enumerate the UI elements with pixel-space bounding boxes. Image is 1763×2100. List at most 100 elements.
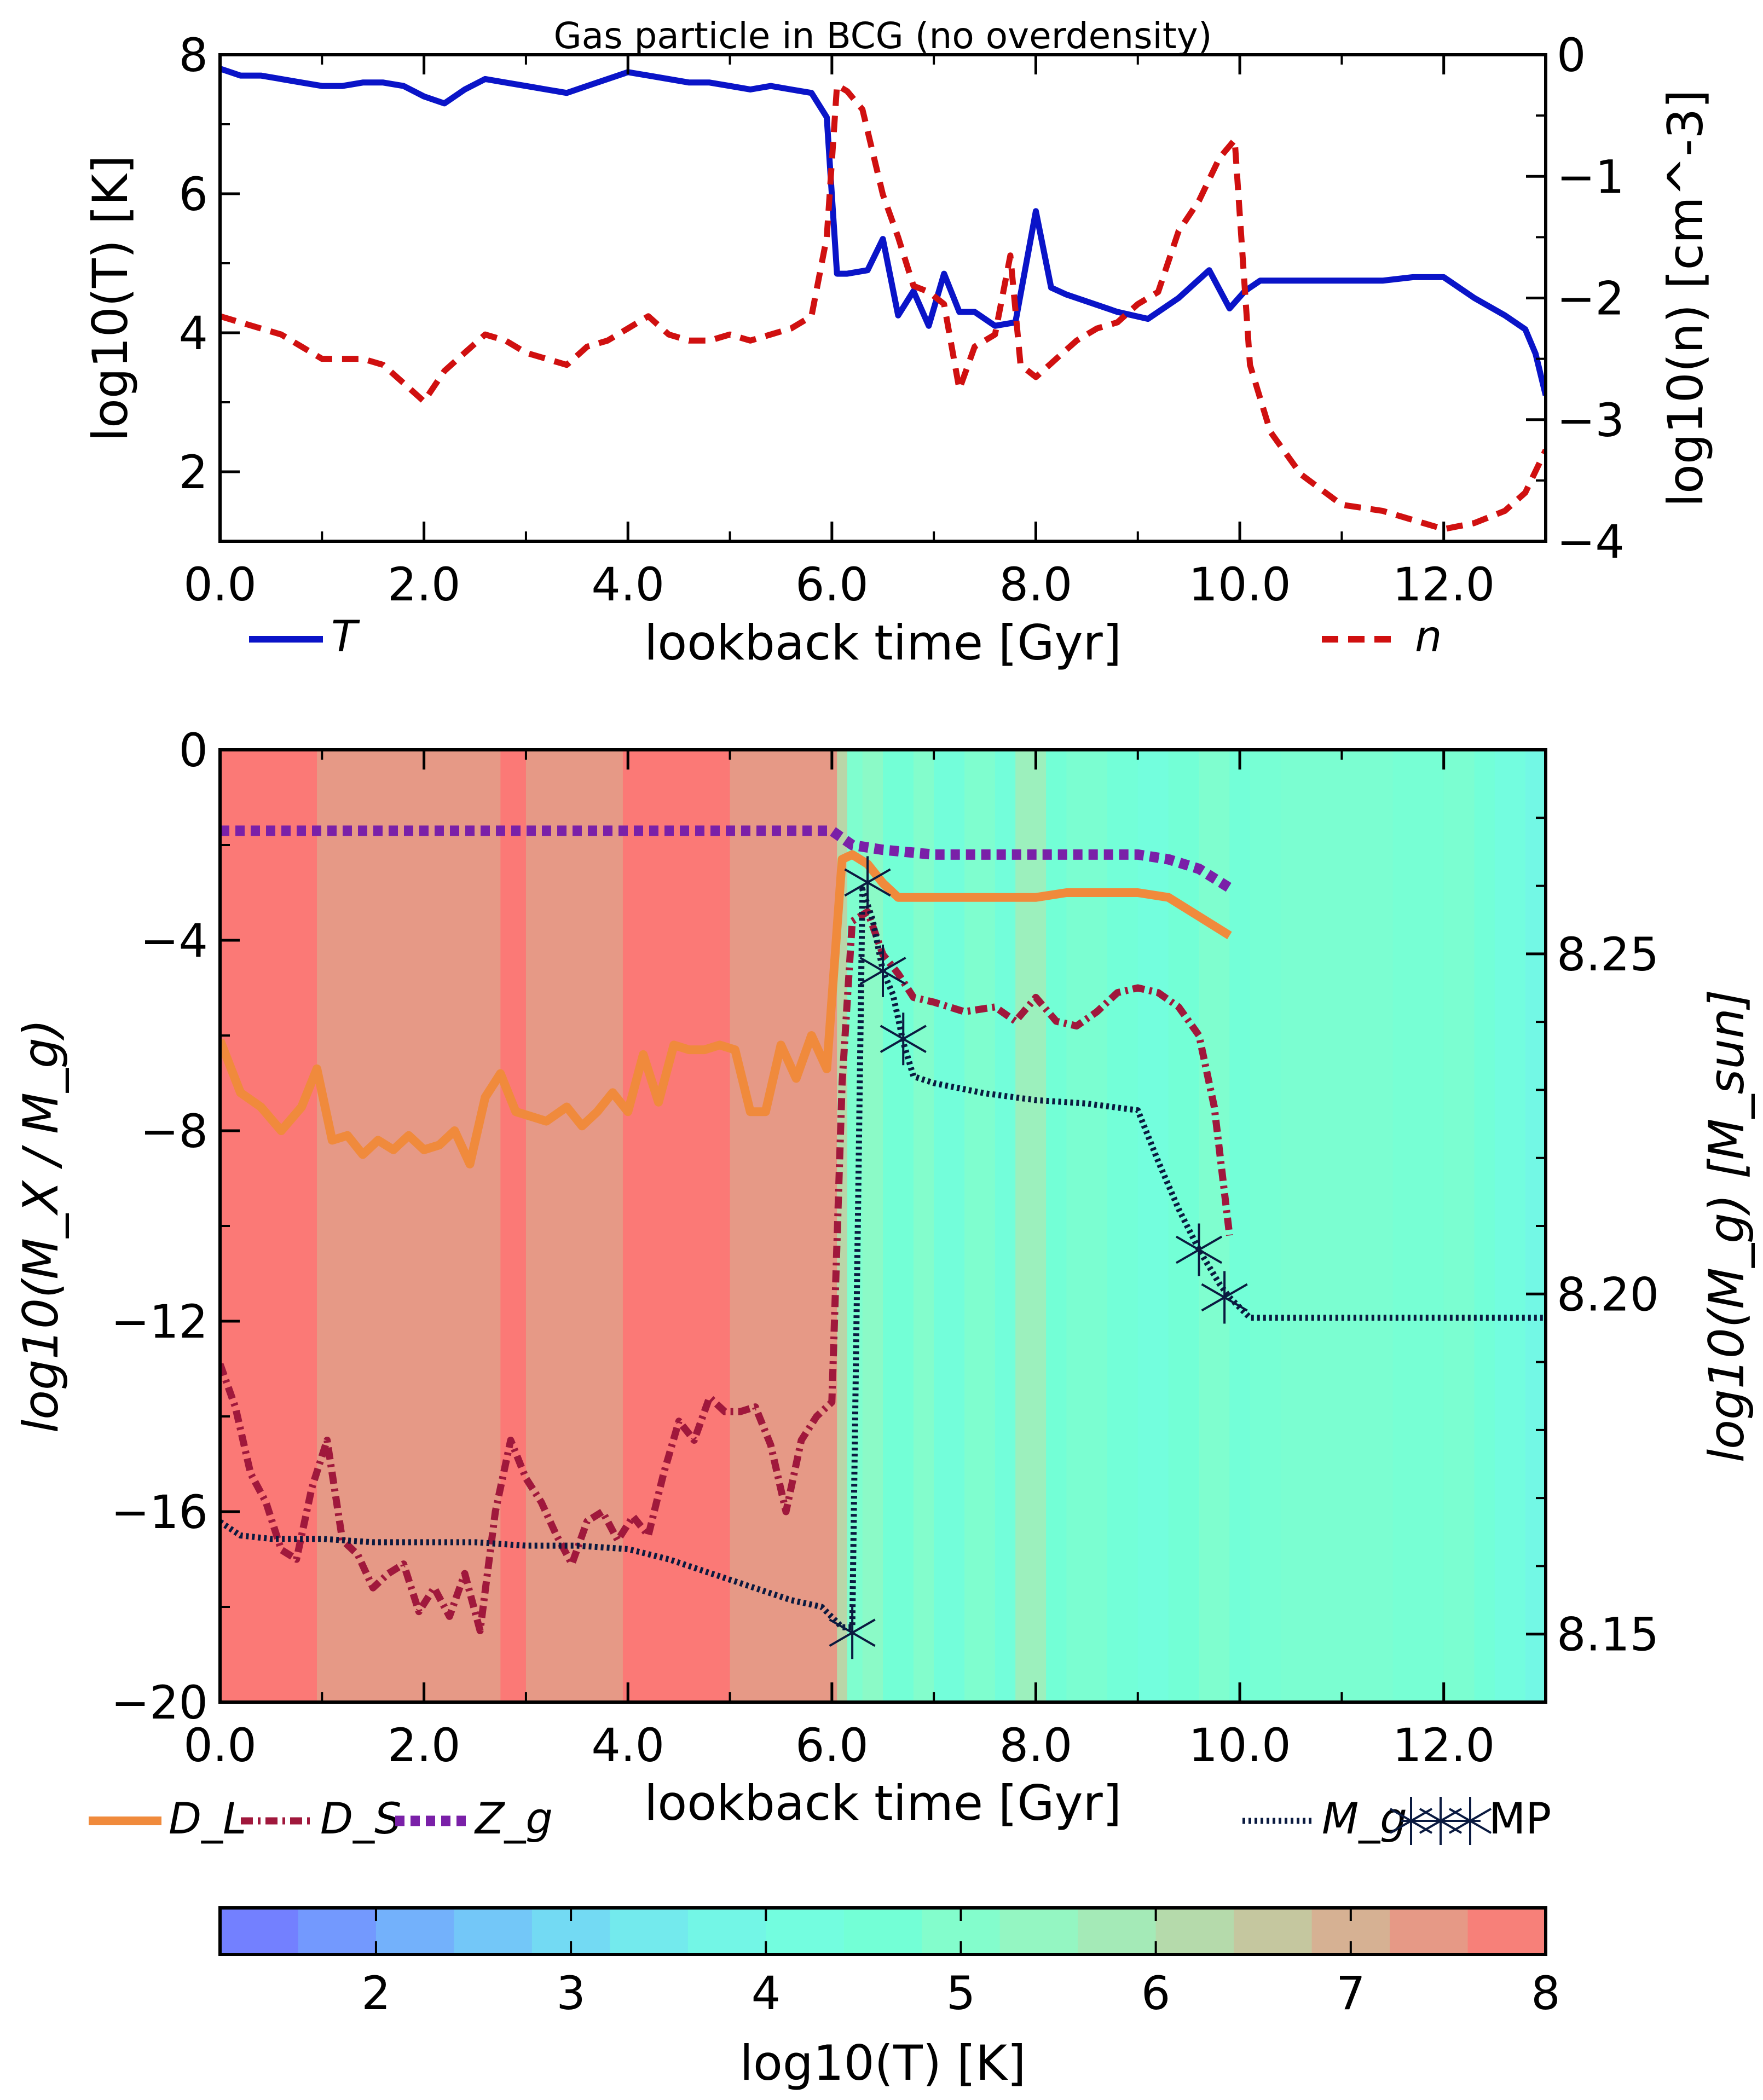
- bottom-left-y-tick-label: −20: [111, 1676, 208, 1729]
- colorbar-frame: [218, 1906, 1547, 1956]
- top-left-y-tick-label: 4: [179, 306, 208, 360]
- top-left-y-tick-label: 2: [179, 446, 208, 499]
- legend-DL-label: D_L: [169, 1795, 247, 1844]
- MP-marker: [844, 856, 891, 909]
- colorbar-tick-label: 4: [752, 1966, 781, 2020]
- top-right-y-tick-label: −4: [1557, 515, 1625, 569]
- temperature-band: [500, 750, 527, 1702]
- bottom-x-tick-label: 6.0: [795, 1719, 869, 1772]
- colorbar-cell: [1467, 1908, 1546, 1954]
- colorbar-cell: [1078, 1908, 1157, 1954]
- top-legend: T n: [249, 612, 1442, 662]
- bottom-x-tick-label: 10.0: [1189, 1719, 1291, 1772]
- top-right-y-tick-label: −3: [1557, 394, 1625, 447]
- series-D_S-line: [220, 908, 1233, 1634]
- colorbar-tick-label: 3: [556, 1966, 585, 2020]
- legend-Zg-label: Z_g: [474, 1795, 553, 1844]
- MP-marker: [859, 944, 906, 997]
- temperature-band: [1494, 750, 1526, 1702]
- colorbar-tick-label: 5: [946, 1966, 975, 2020]
- bottom-panel: 0.0 2.0 4.0 6.0 8.0 10.0 12.0 −20 −16 −12 −8 −4 0 8.1…: [13, 724, 1755, 1845]
- colorbar-cell: [766, 1908, 845, 1954]
- series-M_g-line: [220, 886, 1546, 1630]
- temperature-band: [934, 750, 965, 1702]
- temperature-band: [316, 750, 501, 1702]
- series-n-line: [220, 82, 1546, 533]
- top-x-tick-label: 2.0: [388, 558, 461, 611]
- bottom-right-y-tick-label: 8.25: [1557, 928, 1659, 981]
- bottom-left-y-tick-label: −4: [140, 914, 208, 968]
- legend-MP-star: [1448, 1797, 1492, 1845]
- temperature-band: [1229, 750, 1251, 1702]
- top-panel-title: Gas particle in BCG (no overdensity): [553, 15, 1212, 57]
- colorbar-cell: [999, 1908, 1078, 1954]
- temperature-band: [883, 750, 914, 1702]
- temperature-band: [837, 750, 848, 1702]
- colorbar-cell: [843, 1908, 922, 1954]
- temperature-band: [1280, 750, 1342, 1702]
- bottom-left-y-tick-label: −12: [111, 1295, 208, 1349]
- bottom-x-tick-label: 0.0: [183, 1719, 257, 1772]
- bottom-left-y-tick-label: −16: [111, 1485, 208, 1539]
- colorbar-cell: [1234, 1908, 1313, 1954]
- top-panel: Gas particle in BCG (no overdensity) 0.0…: [82, 15, 1714, 671]
- top-plot-frame: [218, 53, 1547, 543]
- colorbar-cell: [687, 1908, 766, 1954]
- MP-marker: [880, 1013, 927, 1066]
- bottom-legend: D_L D_S Z_g M_g MP: [89, 1795, 1551, 1845]
- colorbar-cell: [454, 1908, 533, 1954]
- legend-T-label: T: [331, 612, 360, 662]
- series-D_L-line: [220, 850, 1232, 1168]
- temperature-band: [862, 750, 883, 1702]
- colorbar: 2 3 4 5 6 7 8 log10(T) [K]: [218, 1906, 1560, 2091]
- colorbar-cell: [1390, 1908, 1469, 1954]
- top-x-tick-label: 6.0: [795, 558, 869, 611]
- temperature-band: [913, 750, 934, 1702]
- colorbar-cell: [610, 1908, 689, 1954]
- legend-DS-label: D_S: [320, 1795, 402, 1844]
- bottom-x-axis-label: lookback time [Gyr]: [644, 1775, 1122, 1831]
- bottom-left-y-axis-label: log10(M_X / M_g): [13, 1019, 69, 1433]
- top-x-tick-label: 0.0: [183, 558, 257, 611]
- colorbar-tick-label: 8: [1531, 1966, 1560, 2020]
- colorbar-cell: [375, 1908, 454, 1954]
- temperature-band: [1443, 750, 1475, 1702]
- colorbar-cell: [1155, 1908, 1234, 1954]
- temperature-band: [1015, 750, 1047, 1702]
- temperature-band: [1250, 750, 1281, 1702]
- legend-MP-swatch: [1389, 1797, 1492, 1845]
- temperature-band: [1066, 750, 1108, 1702]
- top-x-tick-label: 12.0: [1392, 558, 1495, 611]
- temperature-band: [1168, 750, 1200, 1702]
- temperature-band: [730, 750, 837, 1702]
- temperature-band: [1046, 750, 1067, 1702]
- temperature-band: [995, 750, 1016, 1702]
- temperature-band: [1107, 750, 1138, 1702]
- bottom-right-y-axis-label: log10(M_g) [M_sun]: [1698, 990, 1755, 1463]
- temperature-band: [1199, 750, 1230, 1702]
- series-Z_g-line: [220, 825, 1233, 893]
- temperature-band: [1137, 750, 1169, 1702]
- bottom-right-y-tick-label: 8.20: [1557, 1268, 1659, 1321]
- bottom-x-tick-label: 2.0: [388, 1719, 461, 1772]
- top-right-y-tick-label: −1: [1557, 150, 1625, 204]
- top-x-axis-label: lookback time [Gyr]: [644, 615, 1122, 671]
- series-T-line: [220, 66, 1546, 396]
- legend-Mg-label: M_g: [1322, 1795, 1407, 1844]
- colorbar-tick-label: 6: [1141, 1966, 1170, 2020]
- top-x-tick-label: 8.0: [999, 558, 1073, 611]
- temperature-band: [622, 750, 731, 1702]
- bottom-left-y-tick-label: −8: [140, 1104, 208, 1158]
- bottom-x-tick-label: 4.0: [591, 1719, 664, 1772]
- MP-marker: [1201, 1271, 1248, 1324]
- bottom-x-tick-label: 8.0: [999, 1719, 1073, 1772]
- legend-n-label: n: [1415, 612, 1442, 662]
- temperature-band: [220, 750, 317, 1702]
- colorbar-tick-label: 7: [1336, 1966, 1365, 2020]
- MP-marker: [1175, 1223, 1223, 1276]
- bottom-right-y-tick-label: 8.15: [1557, 1608, 1659, 1662]
- top-left-y-axis-label: log10(T) [K]: [82, 155, 138, 442]
- colorbar-tick-label: 2: [361, 1966, 390, 2020]
- top-right-y-axis-label: log10(n) [cm^-3]: [1657, 90, 1714, 507]
- colorbar-label: log10(T) [K]: [740, 2035, 1026, 2091]
